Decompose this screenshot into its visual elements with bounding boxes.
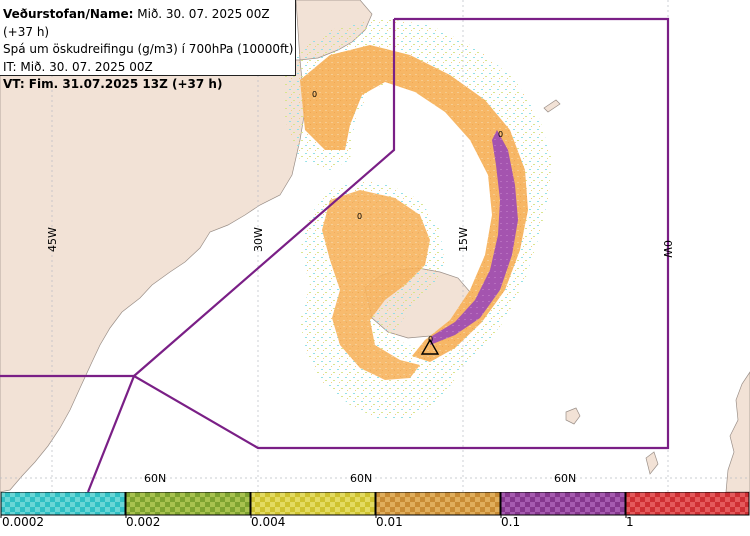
legend-label: 0.002	[126, 515, 161, 529]
legend-label: 1	[626, 515, 634, 529]
shetland	[645, 451, 659, 475]
longitude-label-0w: 0W	[661, 240, 674, 258]
longitude-label-45w: 45W	[46, 227, 59, 252]
legend-swatch-yellow	[250, 491, 376, 516]
forecast-info-box: Veðurstofan/Name: Mið. 30. 07. 2025 00Z …	[0, 0, 296, 91]
legend-colorbar	[0, 491, 750, 518]
longitude-label-30w: 30W	[252, 227, 265, 252]
legend-label: 0.01	[376, 515, 403, 529]
longitude-label-15w: 15W	[457, 227, 470, 252]
issuer-value: Mið. 30. 07. 2025 00Z (+37 h)	[3, 7, 270, 39]
volcano-marker-icon	[420, 338, 440, 355]
norway-coast	[725, 371, 750, 492]
contour-label: 0	[357, 212, 362, 221]
issue-time: IT: Mið. 30. 07. 2025 00Z	[3, 59, 153, 74]
ash-plume	[285, 18, 552, 420]
legend-label: 0.1	[501, 515, 521, 529]
legend-swatch-cyan	[0, 491, 126, 516]
latitude-label: 60N	[144, 472, 166, 485]
contour-label: 0	[312, 90, 317, 99]
legend-label: 0.004	[251, 515, 286, 529]
valid-time: VT: Fim. 31.07.2025 13Z (+37 h)	[3, 77, 223, 91]
forecast-title: Veðurstofan/Name: Mið. 30. 07. 2025 00Z …	[3, 6, 295, 41]
legend-swatch-orange	[375, 491, 501, 516]
greenland-land	[0, 59, 306, 492]
contour-label: 0	[428, 335, 433, 344]
jan-mayen	[543, 99, 561, 113]
ash-dispersion-map: 0 0 0 0 45W 30W 15W 0W 60N 60N 60N	[0, 0, 750, 492]
concentration-legend	[0, 491, 750, 532]
issuer-label: Veðurstofan/Name:	[3, 7, 134, 21]
latitude-label: 60N	[554, 472, 576, 485]
legend-label: 0.0002	[2, 515, 44, 529]
contour-label: 0	[498, 130, 503, 139]
legend-swatch-red	[625, 491, 750, 516]
forecast-description: Spá um öskudreifingu (g/m3) í 700hPa (10…	[3, 42, 294, 56]
faroe-islands	[565, 407, 581, 425]
legend-swatch-green	[125, 491, 251, 516]
latitude-label: 60N	[350, 472, 372, 485]
legend-swatch-purple	[500, 491, 626, 516]
fir-boundary	[0, 17, 670, 492]
